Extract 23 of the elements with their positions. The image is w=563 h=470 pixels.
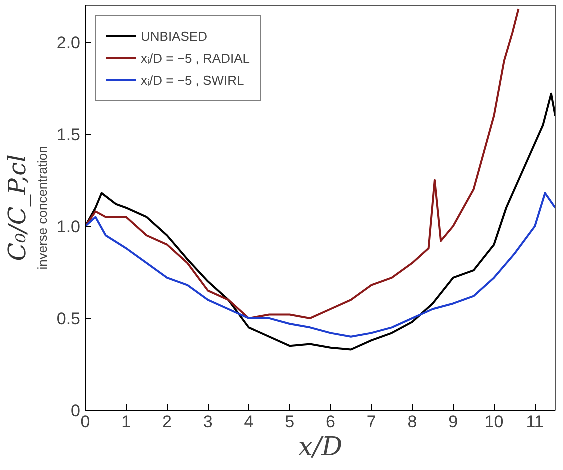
x-tick-label: 4 (244, 412, 254, 432)
x-tick-label: 9 (448, 412, 458, 432)
x-tick-label: 5 (285, 412, 295, 432)
x-tick-label: 7 (366, 412, 376, 432)
y-tick-label: 1.5 (56, 125, 81, 144)
legend-label: xᵢ/D = −5 , RADIAL (141, 50, 250, 66)
x-tick-label: 11 (526, 412, 544, 432)
x-tick-label: 8 (408, 412, 418, 432)
line-series (86, 8, 520, 320)
y-tick-label: 2.0 (56, 33, 81, 52)
legend-label: xᵢ/D = −5 , SWIRL (141, 72, 244, 88)
y-axis-title: C₀/C_P,cl (4, 154, 32, 262)
x-tick-label: 2 (162, 412, 172, 432)
x-axis-title: x/D (298, 432, 343, 462)
line-series (86, 192, 556, 338)
legend-label: UNBIASED (141, 28, 208, 44)
x-tick-label: 10 (484, 412, 504, 432)
x-tick-label: 6 (326, 412, 336, 432)
y-tick-label: 0.5 (56, 309, 81, 328)
x-tick-label: 1 (122, 412, 132, 432)
x-tick-label: 3 (203, 412, 213, 432)
y-tick-label: 1.0 (56, 217, 81, 236)
text: inverse concentration (34, 146, 50, 270)
